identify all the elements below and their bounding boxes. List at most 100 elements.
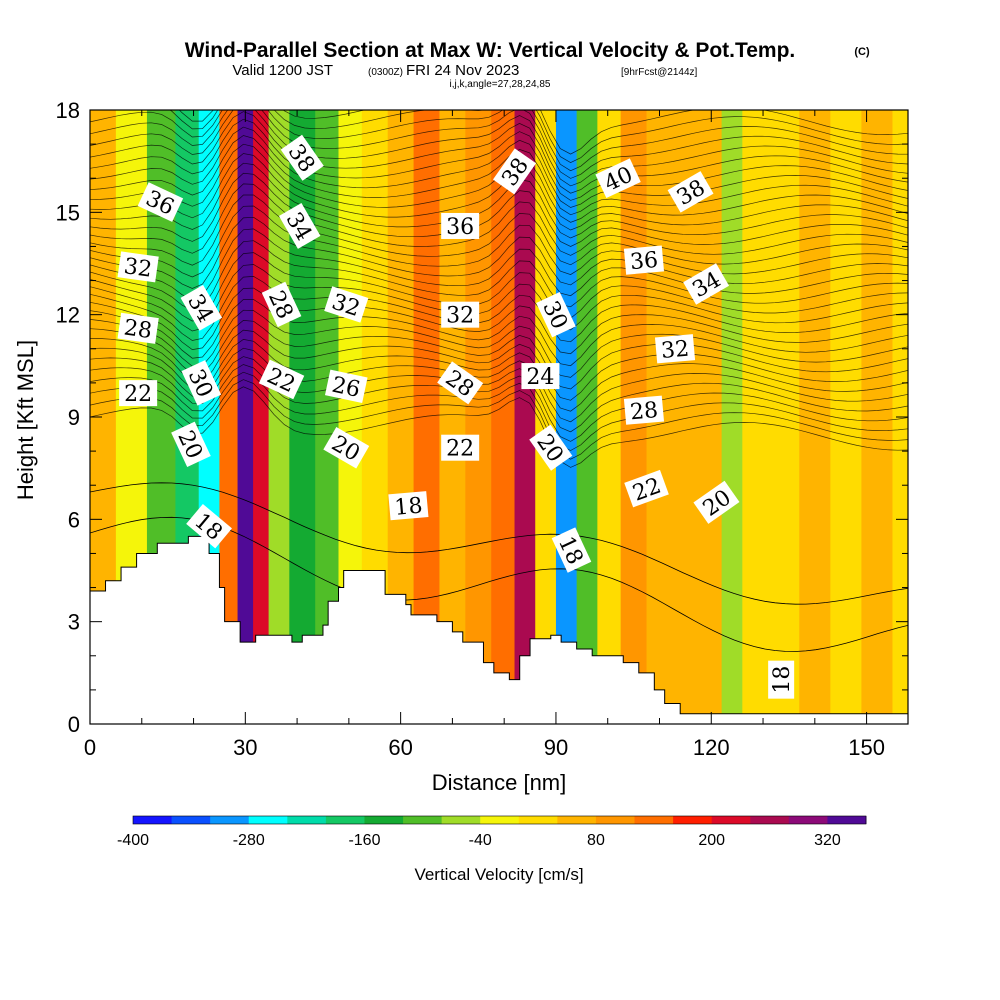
colorbar-swatch [441, 816, 481, 824]
forecast-info: [9hrFcst@2144z] [621, 67, 698, 78]
chart-title: Wind-Parallel Section at Max W: Vertical… [185, 39, 796, 62]
x-tick-label: 30 [233, 735, 257, 760]
contour-label-box [529, 424, 573, 471]
colorbar-swatch [248, 816, 288, 824]
contour-label: 28 [623, 395, 665, 425]
colorbar-tick-label: -400 [117, 832, 149, 849]
isentrope-line [90, 216, 908, 289]
contour-label-box [324, 286, 369, 323]
x-tick-label: 90 [544, 735, 568, 760]
contour-label-box [683, 263, 730, 305]
contour-label-text: 24 [526, 365, 554, 390]
colorbar-frame [132, 815, 867, 825]
isentrope-line [90, 162, 908, 239]
contour-label-box [768, 660, 795, 699]
colorbar-tick-label: -280 [233, 832, 265, 849]
contour-label-text: 26 [330, 373, 363, 403]
contour-label-text: 28 [122, 315, 153, 344]
colorbar-swatch [480, 816, 520, 824]
isentrope-line [90, 110, 908, 172]
contour-label-box [278, 203, 321, 249]
isentrope-line [90, 364, 908, 442]
contour-label-text: 32 [122, 254, 153, 283]
contour-label: 32 [324, 286, 369, 323]
isentrope-line [90, 118, 908, 201]
velocity-column [465, 110, 492, 724]
isentrope-line [90, 172, 908, 247]
isentrope-line [90, 110, 908, 179]
isentrope-line [90, 339, 908, 412]
contour-label-box [117, 312, 159, 344]
contour-label: 24 [521, 363, 560, 390]
colorbar-swatch [133, 816, 173, 824]
contour-label-text: 32 [660, 337, 690, 364]
grid-indices: i,j,k,angle=27,28,24,85 [450, 79, 551, 90]
contour-label-box [181, 360, 222, 406]
velocity-column [576, 110, 598, 724]
contour-label-box [258, 359, 305, 400]
contour-label-text: 22 [446, 437, 474, 462]
colorbar-swatch [634, 816, 674, 824]
x-tick-label: 120 [693, 735, 730, 760]
valid-date: FRI 24 Nov 2023 [406, 62, 519, 79]
colorbar-tick-label: 320 [814, 832, 841, 849]
y-tick-label: 15 [56, 200, 80, 225]
contour-label-box [171, 421, 211, 468]
valid-time-utc: (0300Z) [368, 67, 403, 78]
contour-label-box [654, 334, 696, 364]
isentrope-line [90, 110, 908, 187]
copyright-mark: (C) [854, 46, 870, 58]
colorbar-tick-label: 200 [698, 832, 725, 849]
x-tick-label: 0 [84, 735, 96, 760]
contour-label: 32 [654, 334, 696, 364]
contour-label-box [324, 369, 368, 403]
contour-label-text: 32 [446, 304, 474, 329]
velocity-column [268, 110, 290, 724]
colorbar-swatch [325, 816, 365, 824]
isentrope-line [90, 287, 908, 355]
isentrope-line [90, 252, 908, 322]
contour-label-box [180, 284, 223, 331]
colorbar-tick-label: -40 [469, 832, 492, 849]
isentrope-line [178, 110, 908, 155]
contour-label: 26 [324, 369, 368, 403]
y-tick-label: 9 [68, 405, 80, 430]
contour-label-box [280, 134, 324, 181]
colorbar-swatch [711, 816, 751, 824]
contour-label: 28 [117, 312, 159, 344]
plot-area: 3632282234302018383428223226201836322822… [90, 110, 908, 724]
isentrope-line [90, 371, 908, 451]
contour-label-text: 22 [124, 382, 152, 407]
y-tick-label: 12 [56, 303, 80, 328]
y-tick-label: 18 [56, 98, 80, 123]
isentrope-line [90, 309, 908, 378]
colorbar-swatch [287, 816, 327, 824]
contour-label-box [137, 182, 184, 222]
isentrope-line [90, 135, 908, 216]
contour-label-text: 18 [770, 666, 795, 694]
y-tick-label: 3 [68, 610, 80, 635]
colorbar: -400 -280 -160 -40 80 200 320 [117, 815, 867, 849]
valid-time: Valid 1200 JST [232, 62, 333, 79]
contour-label-box [388, 491, 429, 521]
contour-label: 22 [441, 434, 480, 462]
isentrope-line [90, 386, 908, 468]
terrain-mask [90, 535, 908, 724]
velocity-column [491, 110, 516, 724]
colorbar-swatch [750, 816, 790, 824]
isentrope-line [90, 194, 908, 266]
velocity-column [768, 110, 800, 724]
colorbar-tick-label: -160 [348, 832, 380, 849]
contour-label-text: 18 [393, 494, 423, 521]
contour-label-box [521, 363, 560, 390]
contour-label: 36 [441, 212, 480, 240]
contour-label-box [551, 527, 592, 573]
isentrope-line [90, 379, 908, 460]
isentrope-line [90, 329, 908, 401]
colorbar-tick-label: 80 [587, 832, 605, 849]
contour-label-box [323, 426, 370, 469]
isentrope-line [90, 110, 908, 163]
x-tick-label: 60 [388, 735, 412, 760]
